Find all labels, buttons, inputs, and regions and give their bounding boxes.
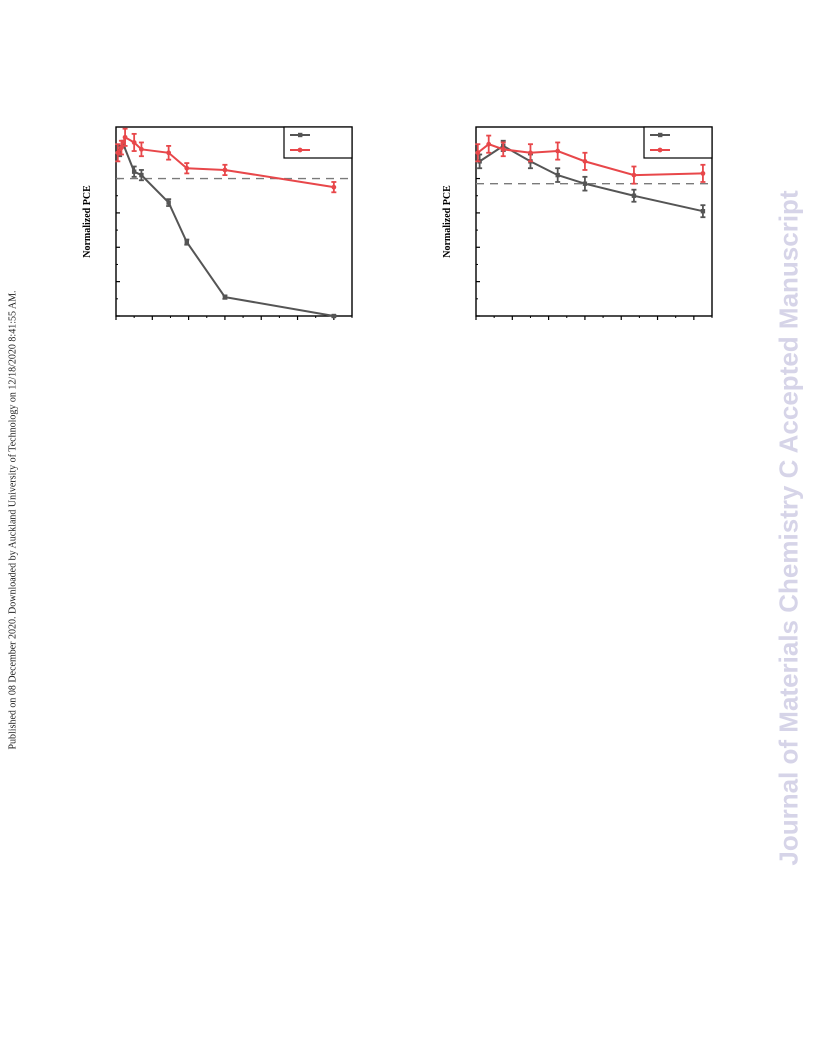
series-1-point (331, 313, 337, 319)
left-line-chart: Normalized PCE (82, 126, 353, 320)
series-2-point (166, 150, 172, 156)
y-axis-label: Normalized PCE (82, 185, 93, 258)
series-2-point (582, 158, 588, 164)
series-2-point (555, 148, 561, 154)
series-2-point (139, 146, 144, 152)
series-1-point (139, 172, 144, 178)
series-2-point (222, 167, 228, 173)
legend-marker-1 (298, 132, 303, 138)
right-line-chart: Normalized PCE (442, 126, 713, 320)
series-2-line (477, 143, 703, 177)
legend-marker-1 (658, 132, 663, 138)
series-2-point (486, 141, 492, 147)
series-2-point (331, 184, 337, 190)
series-1-point (131, 169, 137, 174)
plot-frame (115, 126, 353, 317)
journal-watermark: Journal of Materials Chemistry C Accepte… (773, 190, 804, 866)
series-1-point (166, 200, 171, 205)
series-1-point (555, 172, 560, 178)
series-2-point (131, 140, 137, 145)
legend-marker-2 (657, 147, 663, 153)
series-2-point (500, 146, 506, 152)
legend-box (643, 126, 713, 159)
plot-frame (475, 126, 713, 317)
legend-marker-2 (297, 147, 303, 153)
series-1-point (184, 239, 189, 245)
series-1-point (582, 181, 588, 186)
series-1-point (631, 193, 637, 198)
series-2-point (631, 172, 637, 178)
series-2-point (122, 134, 128, 140)
series-2-point (700, 170, 706, 176)
legend-box (283, 126, 353, 159)
series-2-point (184, 165, 190, 171)
series-1-point (222, 294, 228, 300)
series-1-line (118, 141, 335, 317)
y-axis-label: Normalized PCE (442, 185, 453, 258)
publication-note: Published on 08 December 2020. Downloade… (7, 290, 19, 750)
series-2-point (475, 150, 481, 156)
series-1-point (700, 208, 706, 214)
series-2-point (528, 150, 533, 156)
